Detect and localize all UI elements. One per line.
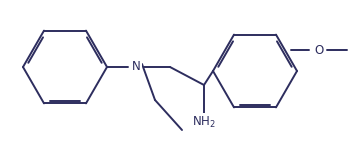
- Text: NH$_2$: NH$_2$: [192, 115, 216, 130]
- Text: O: O: [315, 44, 324, 56]
- Text: N: N: [132, 61, 140, 74]
